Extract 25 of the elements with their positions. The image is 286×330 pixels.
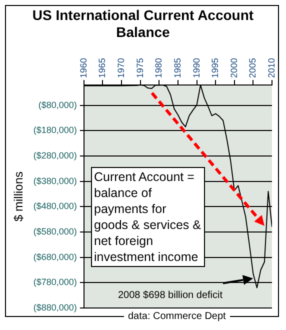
x-tick-label: 1985 (172, 58, 182, 78)
y-tick-label: ($580,000) (33, 226, 77, 236)
x-tick-label: 2005 (248, 58, 258, 78)
x-tick-label: 1995 (210, 58, 220, 78)
x-tick-label: 1970 (116, 58, 126, 78)
x-tick-label: 1965 (97, 58, 108, 78)
y-tick-label: ($80,000) (38, 100, 77, 110)
x-tick-label: 1990 (191, 58, 202, 78)
annotation: Current Account = balance of payments for goods & services & net foreign investment income (91, 167, 205, 267)
chart-title: US International Current Account Balance (31, 7, 255, 41)
text: data: Commerce Dept (124, 311, 230, 322)
y-tick-label: ($180,000) (33, 125, 77, 136)
annotation: 2008 $698 billion deficit (118, 290, 223, 301)
y-tick-label: ($680,000) (33, 252, 77, 262)
y-tick-label: ($480,000) (33, 201, 77, 212)
x-tick-label: 1975 (134, 58, 145, 78)
y-axis-title: $ millions (12, 171, 26, 222)
x-tick-label: 2010 (266, 58, 276, 78)
y-tick-label: ($380,000) (33, 176, 77, 186)
x-tick-label: 1960 (78, 58, 88, 78)
y-tick-label: ($280,000) (33, 150, 77, 160)
y-tick-label: ($780,000) (33, 277, 77, 288)
x-tick-label: 2000 (228, 58, 239, 78)
x-tick-label: 1980 (154, 58, 164, 78)
y-tick-label: ($880,000) (33, 302, 77, 312)
